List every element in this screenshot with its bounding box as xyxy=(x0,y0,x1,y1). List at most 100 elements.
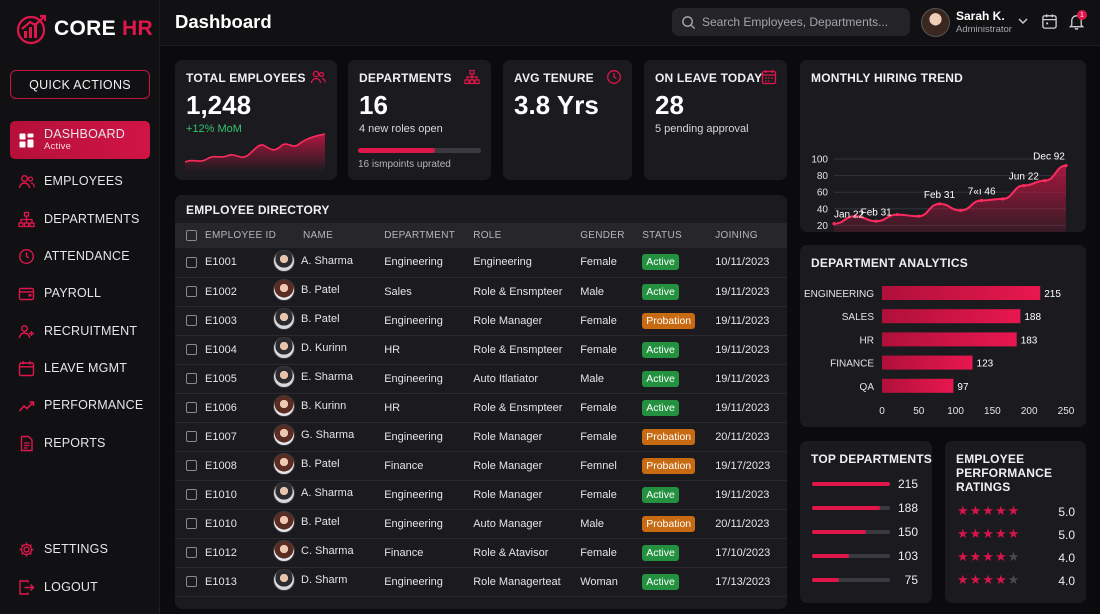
column-header[interactable]: EMPLOYEE ID xyxy=(205,230,277,241)
row-checkbox[interactable] xyxy=(186,576,197,588)
employee-name[interactable]: B. Patel xyxy=(301,284,340,296)
avg-tenure-card[interactable]: AVG TENURE 3.8 Yrs xyxy=(503,60,632,180)
sidebar-item-employees[interactable]: EMPLOYEES xyxy=(10,163,150,200)
hiring-point[interactable] xyxy=(916,214,920,218)
user-avatar[interactable] xyxy=(921,8,950,37)
sidebar-item-logout[interactable]: LOGOUT xyxy=(10,568,150,605)
user-name[interactable]: Sarah K. xyxy=(956,9,1005,23)
table-row[interactable]: E1010 B. Patel Engineering Auto Manager Male… xyxy=(175,509,787,538)
hiring-point[interactable] xyxy=(1001,197,1005,201)
row-checkbox[interactable] xyxy=(186,518,197,530)
app-logo[interactable]: CORE HR xyxy=(16,12,153,46)
table-row[interactable]: E1001 A. Sharma Engineering Engineering Fema… xyxy=(175,248,787,277)
rating-value: 4.0 xyxy=(1058,574,1075,588)
sidebar-item-reports[interactable]: REPORTS xyxy=(10,425,150,462)
employee-name[interactable]: B. Kurinn xyxy=(301,400,347,412)
top-department-row[interactable]: 103 xyxy=(812,549,918,564)
column-header[interactable]: NAME xyxy=(303,230,334,241)
row-checkbox[interactable] xyxy=(186,431,197,443)
bar[interactable] xyxy=(882,332,1017,347)
hiring-point[interactable] xyxy=(895,213,899,217)
hiring-point[interactable] xyxy=(1064,164,1068,168)
column-header[interactable]: JOINING xyxy=(715,230,758,241)
table-row[interactable]: E1013 D. Sharm Engineering Role Managerteat… xyxy=(175,567,787,596)
bar[interactable] xyxy=(882,378,954,393)
table-row[interactable]: E1012 C. Sharma Finance Role & Atavisor Fema… xyxy=(175,538,787,567)
hiring-point[interactable] xyxy=(958,208,963,213)
hiring-point[interactable] xyxy=(980,198,984,203)
bar[interactable] xyxy=(882,309,1021,324)
departments-card[interactable]: DEPARTMENTS 16 4 new roles open 16 ismpo… xyxy=(348,60,491,180)
employee-name[interactable]: B. Patel xyxy=(301,313,340,325)
card-title: TOTAL EMPLOYEES xyxy=(186,71,306,85)
sidebar-item-leave-mgmt[interactable]: LEAVE MGMT xyxy=(10,350,150,387)
search-input[interactable] xyxy=(702,15,902,29)
card-title: ON LEAVE TODAY xyxy=(655,71,763,85)
employee-name[interactable]: G. Sharma xyxy=(301,429,355,441)
employee-name[interactable]: A. Sharma xyxy=(301,487,353,499)
row-checkbox[interactable] xyxy=(186,489,197,501)
sidebar-item-departments[interactable]: DEPARTMENTS xyxy=(10,200,150,237)
row-checkbox[interactable] xyxy=(186,315,197,327)
search-bar[interactable] xyxy=(672,8,910,36)
top-department-row[interactable]: 150 xyxy=(812,525,918,540)
hiring-point[interactable] xyxy=(853,214,857,218)
calendar-icon[interactable] xyxy=(1041,13,1058,30)
sidebar-item-attendance[interactable]: ATTENDANCE xyxy=(10,238,150,275)
employee-gender: Female xyxy=(580,430,617,443)
sidebar-item-payroll[interactable]: PAYROLL xyxy=(10,275,150,312)
row-checkbox[interactable] xyxy=(186,373,197,385)
employee-name[interactable]: D. Sharm xyxy=(301,574,348,586)
top-department-row[interactable]: 75 xyxy=(812,573,918,588)
employee-name[interactable]: A. Sharma xyxy=(301,254,353,267)
table-row[interactable]: E1010 A. Sharma Engineering Role Manager Fem… xyxy=(175,480,787,509)
employee-name[interactable]: D. Kurinn xyxy=(301,342,347,354)
hiring-point[interactable] xyxy=(874,219,878,223)
card-title: AVG TENURE xyxy=(514,71,594,85)
avatar xyxy=(273,308,295,330)
top-department-row[interactable]: 188 xyxy=(812,501,918,516)
on-leave-card[interactable]: ON LEAVE TODAY 28 5 pending approval xyxy=(644,60,787,180)
avatar xyxy=(273,482,295,504)
row-checkbox[interactable] xyxy=(186,460,197,472)
employee-id: E1005 xyxy=(205,372,237,385)
sidebar-item-dashboard[interactable]: DASHBOARD Active xyxy=(10,121,150,159)
total-employees-card[interactable]: TOTAL EMPLOYEES 1,248 +12% MoM xyxy=(175,60,337,180)
table-row[interactable]: E1006 B. Kurinn HR Role & Ensmpteer Female Ac… xyxy=(175,393,787,422)
hiring-point[interactable] xyxy=(1022,183,1026,188)
column-header[interactable]: DEPARTMENT xyxy=(384,230,456,241)
table-row[interactable]: E1007 G. Sharma Engineering Role Manager Fem… xyxy=(175,422,787,451)
hiring-point[interactable] xyxy=(937,202,942,206)
table-row[interactable]: E1003 B. Patel Engineering Role Manager Fema… xyxy=(175,306,787,335)
row-checkbox[interactable] xyxy=(186,286,197,298)
employee-name[interactable]: E. Sharma xyxy=(301,371,353,383)
chevron-down-icon[interactable] xyxy=(1017,15,1029,27)
bar[interactable] xyxy=(882,355,973,370)
employee-name[interactable]: B. Patel xyxy=(301,516,340,528)
top-department-row[interactable]: 215 xyxy=(812,477,918,492)
column-header[interactable]: STATUS xyxy=(642,230,682,241)
employee-name[interactable]: B. Patel xyxy=(301,458,340,470)
table-row[interactable]: E1005 E. Sharma Engineering Auto Itlatiator… xyxy=(175,364,787,393)
bar[interactable] xyxy=(882,286,1041,300)
sidebar-item-performance[interactable]: PERFORMANCE xyxy=(10,387,150,424)
sidebar-item-settings[interactable]: SETTINGS xyxy=(10,531,150,568)
row-checkbox[interactable] xyxy=(186,402,197,414)
row-checkbox[interactable] xyxy=(186,547,197,559)
table-row[interactable]: E1002 B. Patel Sales Role & Ensmpteer Male Ac… xyxy=(175,277,787,306)
kpi-sub: 4 new roles open xyxy=(359,123,443,135)
sidebar-item-recruitment[interactable]: RECRUITMENT xyxy=(10,313,150,350)
column-header[interactable]: GENDER xyxy=(580,230,625,241)
table-row[interactable]: E1004 D. Kurinn HR Role & Ensmpteer Female Ac… xyxy=(175,335,787,364)
select-all-checkbox[interactable] xyxy=(186,229,197,241)
employee-department: Engineering xyxy=(384,575,443,588)
hiring-point[interactable] xyxy=(832,222,836,226)
row-checkbox[interactable] xyxy=(186,344,197,356)
hiring-point[interactable] xyxy=(1043,178,1047,183)
employee-name[interactable]: C. Sharma xyxy=(301,545,354,557)
user-role: Administrator xyxy=(956,24,1012,35)
quick-actions-button[interactable]: QUICK ACTIONS xyxy=(10,70,150,99)
column-header[interactable]: ROLE xyxy=(473,230,502,241)
row-checkbox[interactable] xyxy=(186,256,197,268)
table-row[interactable]: E1008 B. Patel Finance Role Manager Femnel Pr… xyxy=(175,451,787,480)
